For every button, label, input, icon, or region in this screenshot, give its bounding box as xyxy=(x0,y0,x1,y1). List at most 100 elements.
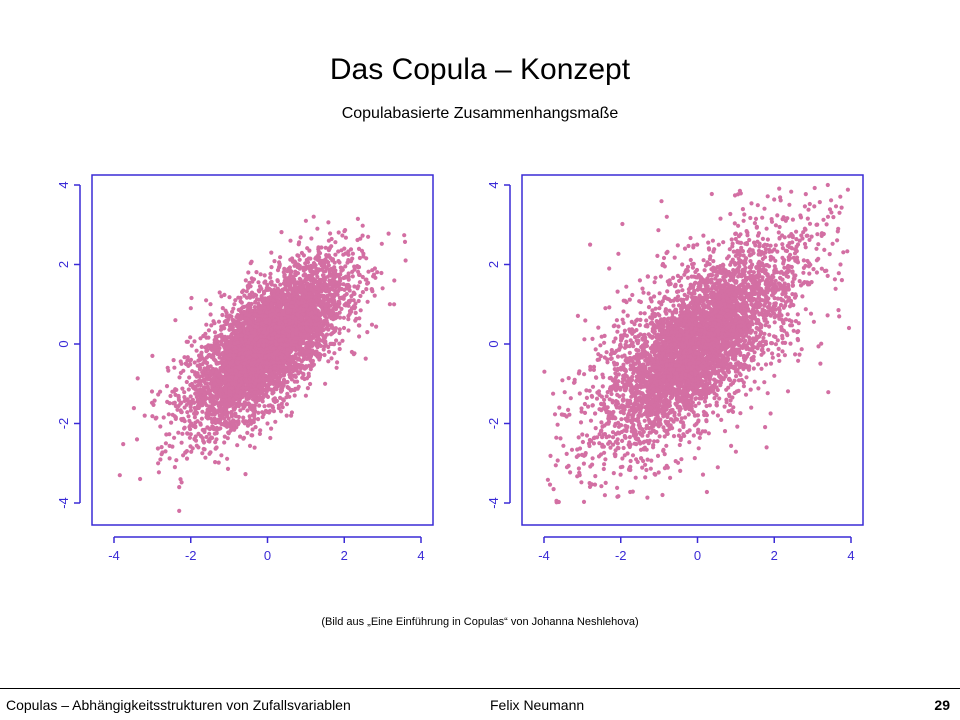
scatter-point xyxy=(247,325,253,330)
scatter-point xyxy=(286,333,291,338)
scatter-point xyxy=(301,372,306,377)
scatter-point xyxy=(247,319,253,325)
scatter-point xyxy=(196,431,201,436)
scatter-point xyxy=(236,356,241,361)
scatter-point xyxy=(272,259,277,264)
scatter-point xyxy=(337,286,342,291)
scatter-point xyxy=(319,277,324,283)
scatter-point xyxy=(402,233,407,238)
scatter-point xyxy=(195,371,200,376)
scatter-point xyxy=(316,287,321,292)
scatter-point xyxy=(158,457,163,462)
scatter-point xyxy=(164,384,170,389)
scatter-point xyxy=(121,442,126,447)
scatter-point xyxy=(171,358,176,363)
scatter-point xyxy=(151,402,156,407)
scatter-point xyxy=(336,273,341,278)
scatter-point xyxy=(296,301,301,306)
scatter-point xyxy=(217,373,222,378)
scatter-point xyxy=(253,360,258,365)
scatter-point xyxy=(168,393,173,399)
scatter-point xyxy=(294,331,299,336)
scatter-point xyxy=(350,251,355,256)
scatter-point xyxy=(358,308,363,313)
scatter-point xyxy=(172,465,177,470)
scatter-point xyxy=(222,416,227,421)
scatter-point xyxy=(323,340,328,345)
scatter-point xyxy=(264,360,269,366)
scatter-point xyxy=(337,341,342,346)
scatter-point xyxy=(197,381,203,386)
scatter-point xyxy=(240,339,245,345)
scatter-point xyxy=(311,341,316,346)
scatter-point xyxy=(159,445,164,450)
scatter-point xyxy=(263,314,268,319)
scatter-point xyxy=(314,349,319,354)
scatter-point xyxy=(246,359,251,364)
scatter-point xyxy=(325,297,330,302)
scatter-point xyxy=(298,363,303,368)
scatter-point xyxy=(278,282,283,287)
scatter-point xyxy=(218,388,223,393)
scatter-point xyxy=(295,386,300,391)
scatter-point xyxy=(341,325,347,331)
scatter-point xyxy=(286,266,291,272)
scatter-point xyxy=(213,440,218,445)
scatter-point xyxy=(231,318,236,323)
scatter-point xyxy=(258,306,263,311)
scatter-point xyxy=(260,410,265,415)
scatter-point xyxy=(317,355,323,360)
scatter-point xyxy=(206,366,211,372)
scatter-point xyxy=(188,394,193,399)
scatter-point xyxy=(287,275,292,280)
scatter-point xyxy=(277,321,282,326)
scatter-point xyxy=(326,359,331,364)
scatter-point xyxy=(316,247,321,252)
scatter-point xyxy=(285,351,290,356)
scatter-point xyxy=(210,420,215,425)
scatter-point xyxy=(321,273,326,278)
scatter-point xyxy=(223,411,228,417)
scatter-point xyxy=(219,356,224,361)
scatter-point xyxy=(301,253,306,258)
scatter-point xyxy=(304,257,309,263)
scatter-point xyxy=(326,327,331,332)
scatter-point xyxy=(216,460,221,465)
scatter-point xyxy=(189,295,194,301)
scatter-point xyxy=(236,404,241,409)
scatter-point xyxy=(356,284,361,289)
scatter-point xyxy=(149,389,155,394)
scatter-point xyxy=(185,410,190,415)
scatter-point xyxy=(314,343,319,348)
scatter-point xyxy=(315,282,320,287)
scatter-point xyxy=(232,302,237,307)
scatter-point xyxy=(270,404,275,409)
scatter-point xyxy=(290,327,295,332)
scatter-point xyxy=(360,223,365,228)
scatter-point xyxy=(156,470,161,475)
scatter-point xyxy=(300,365,306,370)
scatter-point xyxy=(287,296,292,301)
scatter-point xyxy=(283,337,288,342)
scatter-point xyxy=(161,415,166,420)
scatter-point xyxy=(271,397,276,402)
scatter-point xyxy=(187,375,192,380)
scatter-point xyxy=(280,405,285,410)
scatter-point xyxy=(201,440,207,445)
scatter-point xyxy=(313,278,318,283)
scatter-point xyxy=(352,291,357,296)
scatter-point xyxy=(309,236,314,241)
scatter-point xyxy=(233,375,239,381)
scatter-point xyxy=(250,279,255,284)
scatter-point xyxy=(360,274,365,280)
scatter-point xyxy=(207,426,212,431)
scatter-point xyxy=(358,236,363,241)
scatter-point xyxy=(281,281,286,286)
scatter-point xyxy=(153,416,158,421)
scatter-point xyxy=(192,405,197,411)
scatter-point xyxy=(282,266,287,271)
scatter-point xyxy=(292,393,297,398)
scatter-point xyxy=(227,343,232,348)
scatter-point xyxy=(183,361,188,366)
scatter-point xyxy=(220,312,225,318)
